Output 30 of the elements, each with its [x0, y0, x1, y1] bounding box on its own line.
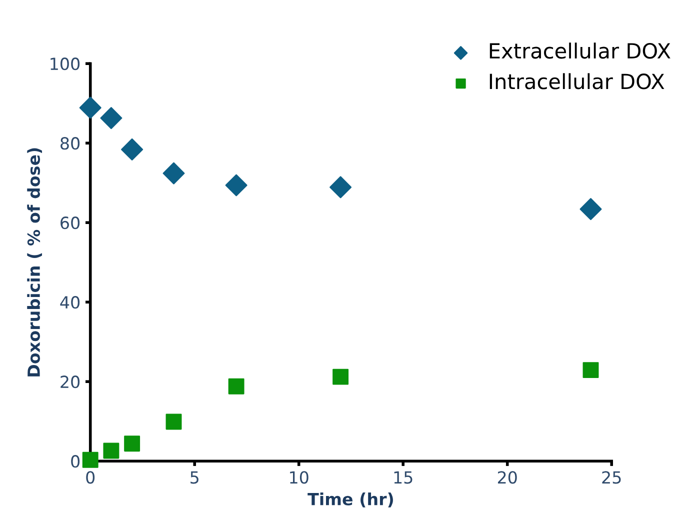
x-tick-label: 5	[190, 471, 198, 484]
point	[162, 162, 185, 184]
legend-label: Extracellular DOX	[490, 42, 670, 59]
x-tick-label: 20	[498, 471, 517, 484]
x-tick-label: 0	[86, 471, 95, 484]
point	[330, 176, 352, 198]
point	[332, 368, 349, 385]
point	[82, 452, 98, 468]
point	[580, 198, 602, 220]
y-tick-label: 40	[60, 296, 80, 309]
legend-label: Intracellular DOX	[490, 73, 664, 90]
y-tick-label: 60	[60, 216, 80, 230]
point	[121, 138, 144, 160]
point	[100, 107, 122, 130]
point	[582, 362, 599, 378]
x-tick-label: 10	[290, 471, 308, 484]
x-axis-title: Time (hr)	[308, 492, 393, 508]
y-tick-label: 80	[60, 137, 80, 150]
y-tick-label: 100	[50, 58, 80, 70]
x-tick-label: 15	[394, 471, 412, 484]
point	[79, 96, 102, 119]
y-axis-title: Doxorubicin ( % of dose)	[27, 148, 42, 376]
point	[228, 378, 244, 394]
point	[225, 174, 248, 196]
x-tick-label: 25	[602, 471, 621, 484]
y-tick-label: 20	[60, 376, 80, 388]
point	[166, 414, 182, 430]
point	[124, 436, 140, 452]
point	[103, 442, 120, 459]
y-tick-label: 0	[71, 455, 80, 468]
